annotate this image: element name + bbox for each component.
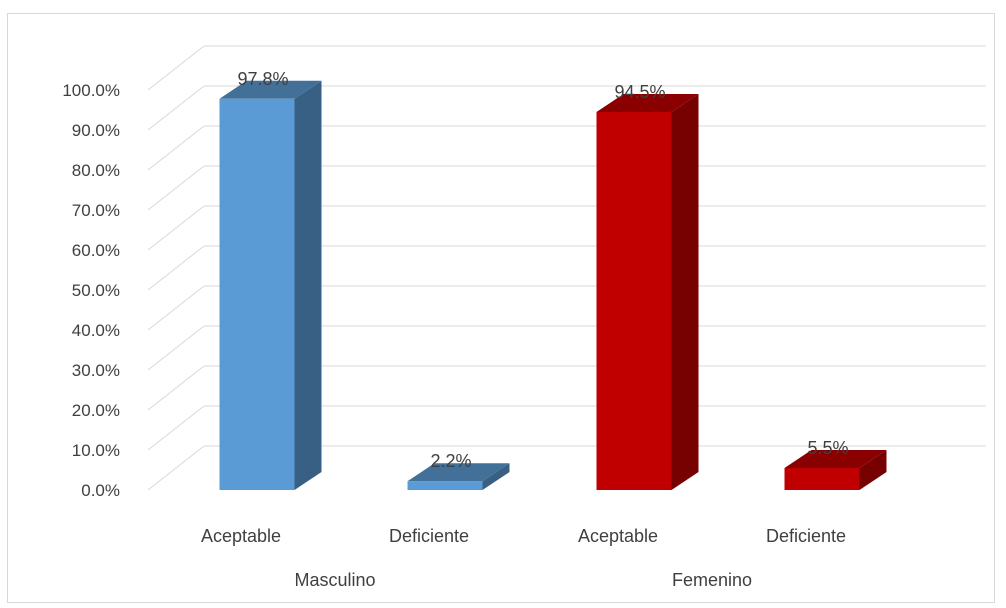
bar-top [596, 94, 699, 112]
side-grid-line [147, 85, 205, 131]
y-tick-label: 20.0% [72, 401, 120, 420]
bar-side [671, 94, 699, 490]
bar [784, 468, 860, 490]
data-label: 5.5% [807, 438, 848, 458]
x-group-label: Femenino [672, 570, 752, 590]
bar-side [482, 463, 510, 490]
y-tick-label: 70.0% [72, 201, 120, 220]
data-label: 2.2% [430, 451, 471, 471]
x-group-label: Masculino [294, 570, 375, 590]
y-tick-label: 10.0% [72, 441, 120, 460]
y-tick-label: 50.0% [72, 281, 120, 300]
y-tick-label: 90.0% [72, 121, 120, 140]
y-tick-label: 60.0% [72, 241, 120, 260]
side-grid-line [147, 45, 205, 91]
x-category-label: Deficiente [389, 526, 469, 546]
side-grid-line [147, 325, 205, 371]
side-grid-line [147, 445, 205, 491]
data-label: 94.5% [614, 82, 665, 102]
side-grid-line [147, 205, 205, 251]
y-tick-label: 0.0% [81, 481, 120, 500]
side-grid-line [147, 405, 205, 451]
y-tick-label: 80.0% [72, 161, 120, 180]
bar-side [294, 80, 322, 491]
y-tick-label: 30.0% [72, 361, 120, 380]
bar-side [859, 450, 887, 490]
side-grid-line [147, 285, 205, 331]
x-category-label: Deficiente [766, 526, 846, 546]
y-tick-label: 40.0% [72, 321, 120, 340]
x-category-label: Aceptable [578, 526, 658, 546]
side-grid-line [147, 365, 205, 411]
data-label: 97.8% [237, 69, 288, 89]
bar-top [219, 80, 322, 99]
side-grid-line [147, 125, 205, 171]
y-tick-label: 100.0% [62, 81, 120, 100]
bar [407, 481, 483, 490]
side-grid-line [147, 245, 205, 291]
bar [596, 112, 672, 490]
x-category-label: Aceptable [201, 526, 281, 546]
side-grid-line [147, 165, 205, 211]
bar-top [784, 450, 887, 468]
bar [219, 98, 295, 491]
bar-top [407, 463, 510, 482]
